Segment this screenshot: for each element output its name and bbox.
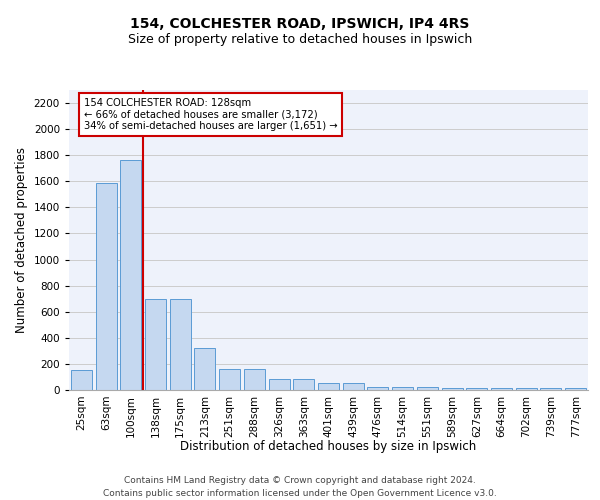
- Text: 154 COLCHESTER ROAD: 128sqm
← 66% of detached houses are smaller (3,172)
34% of : 154 COLCHESTER ROAD: 128sqm ← 66% of det…: [84, 98, 337, 131]
- Bar: [367, 386, 388, 390]
- Bar: [565, 388, 586, 390]
- Bar: [194, 348, 215, 390]
- Bar: [244, 369, 265, 390]
- X-axis label: Distribution of detached houses by size in Ipswich: Distribution of detached houses by size …: [181, 440, 476, 453]
- Bar: [442, 388, 463, 390]
- Bar: [318, 384, 339, 390]
- Bar: [95, 182, 116, 390]
- Bar: [219, 369, 240, 390]
- Bar: [516, 388, 537, 390]
- Bar: [343, 384, 364, 390]
- Bar: [293, 378, 314, 390]
- Bar: [170, 298, 191, 390]
- Text: 154, COLCHESTER ROAD, IPSWICH, IP4 4RS: 154, COLCHESTER ROAD, IPSWICH, IP4 4RS: [130, 18, 470, 32]
- Bar: [269, 378, 290, 390]
- Bar: [71, 370, 92, 390]
- Text: Contains HM Land Registry data © Crown copyright and database right 2024.
Contai: Contains HM Land Registry data © Crown c…: [103, 476, 497, 498]
- Y-axis label: Number of detached properties: Number of detached properties: [15, 147, 28, 333]
- Text: Size of property relative to detached houses in Ipswich: Size of property relative to detached ho…: [128, 32, 472, 46]
- Bar: [541, 388, 562, 390]
- Bar: [491, 388, 512, 390]
- Bar: [120, 160, 141, 390]
- Bar: [145, 298, 166, 390]
- Bar: [466, 388, 487, 390]
- Bar: [392, 388, 413, 390]
- Bar: [417, 388, 438, 390]
